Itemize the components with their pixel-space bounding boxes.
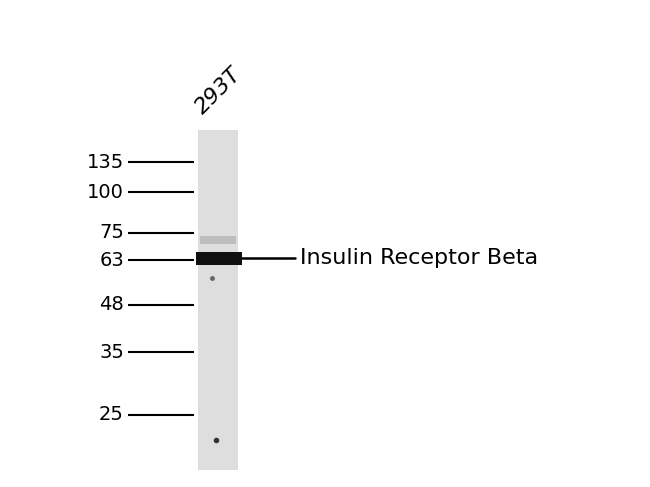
Text: 35: 35: [99, 342, 124, 361]
Text: 63: 63: [99, 250, 124, 269]
Bar: [198, 130, 238, 470]
Text: Insulin Receptor Beta: Insulin Receptor Beta: [300, 248, 538, 268]
Text: 75: 75: [99, 224, 124, 243]
Text: 25: 25: [99, 406, 124, 425]
Text: 48: 48: [99, 296, 124, 315]
Bar: [196, 252, 242, 265]
Text: 135: 135: [86, 152, 124, 171]
Text: 100: 100: [87, 183, 124, 202]
Text: 293T: 293T: [191, 64, 245, 118]
Bar: [200, 236, 236, 244]
